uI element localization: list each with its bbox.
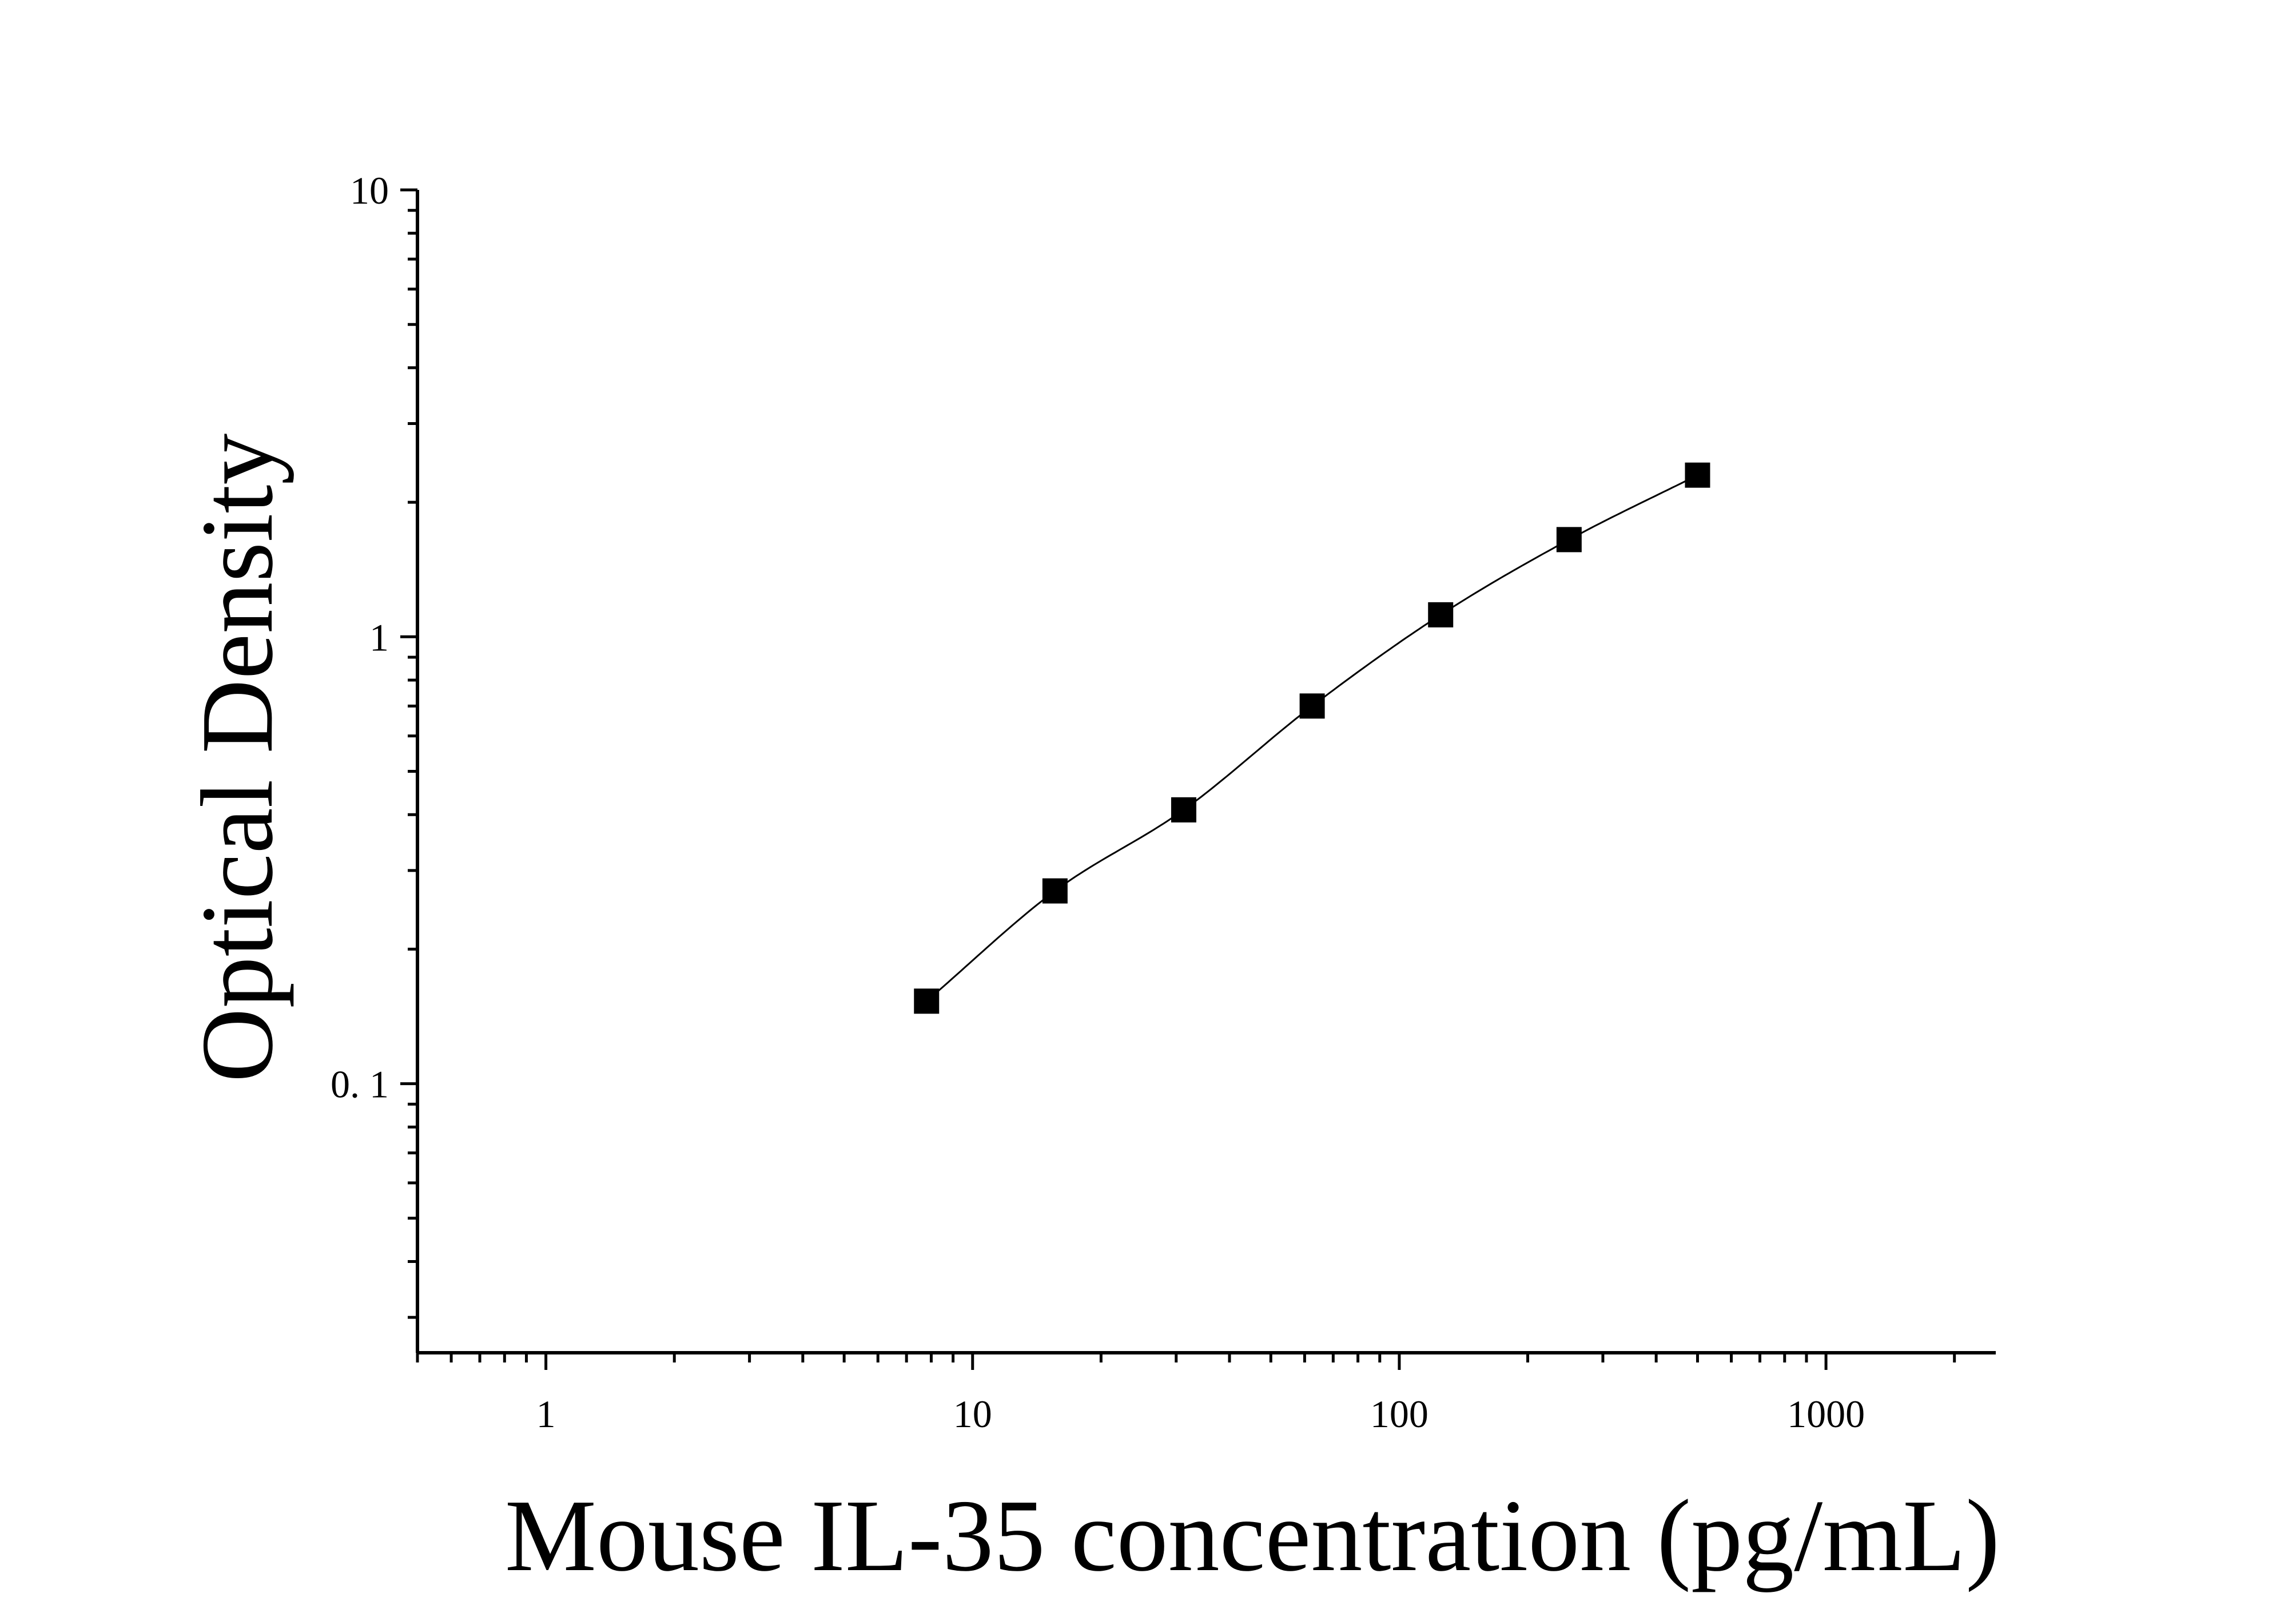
data-point [1556,527,1582,553]
x-tick-label: 10 [953,1392,992,1436]
x-tick-label: 1 [536,1392,556,1436]
fit-curve [926,474,1698,1002]
data-point [1042,878,1068,904]
data-point [1685,462,1710,488]
y-tick-label: 0. 1 [331,1063,389,1106]
data-points-layer [914,462,1710,1014]
data-point [1428,602,1454,627]
data-point [914,988,940,1014]
y-axis-title: Optical Density [180,434,294,1083]
fit-curve-layer [926,474,1698,1002]
x-tick-label: 1000 [1787,1392,1865,1436]
y-tick-label: 1 [369,615,389,659]
data-point [1299,693,1325,719]
x-axis-title: Mouse IL-35 concentration (pg/mL) [505,1479,2000,1592]
axes: 1 10 100 1000 0. 1 1 10 [331,169,1996,1436]
y-tick-label: 10 [350,169,389,212]
data-point [1171,797,1197,823]
x-tick-label: 100 [1370,1392,1428,1436]
